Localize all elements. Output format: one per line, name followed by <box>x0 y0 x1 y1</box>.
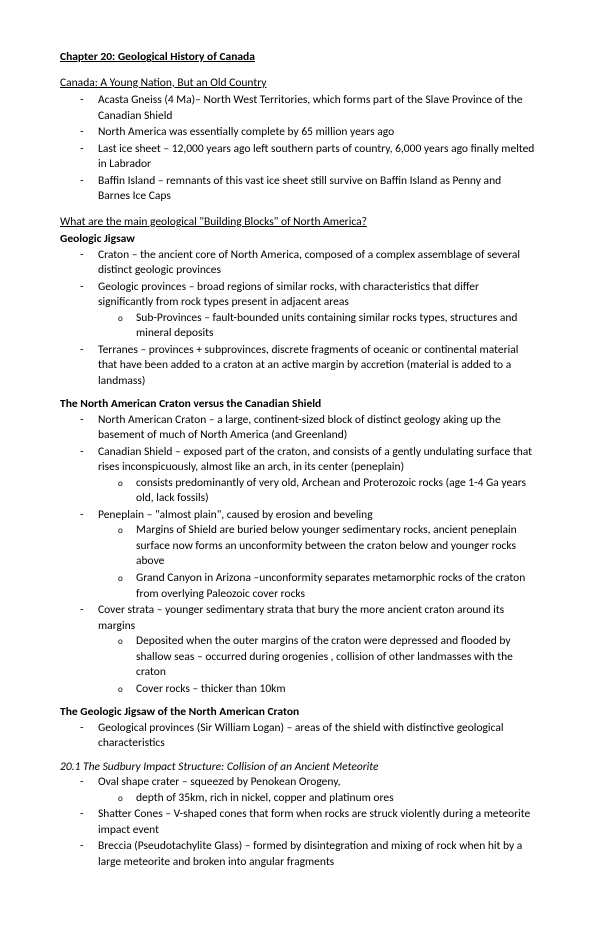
sub-list-item: Deposited when the outer margins of the … <box>136 634 535 681</box>
sub-list-item: Sub-Provinces – fault-bounded units cont… <box>136 311 535 342</box>
bullet-list: Acasta Gneiss (4 Ma)– North West Territo… <box>60 93 535 205</box>
sub-list-item: Margins of Shield are buried below young… <box>136 523 535 570</box>
section-young-nation: Canada: A Young Nation, But an Old Count… <box>60 76 535 205</box>
list-item: Baffin Island – remnants of this vast ic… <box>98 174 535 205</box>
list-item: Canadian Shield – exposed part of the cr… <box>98 445 535 507</box>
subheading: Geologic Jigsaw <box>60 232 535 248</box>
list-item: Geologic provinces – broad regions of si… <box>98 280 535 342</box>
sub-list-item: Cover rocks – thicker than 10km <box>136 682 535 698</box>
section-building-blocks: What are the main geological "Building B… <box>60 215 535 390</box>
list-item: Acasta Gneiss (4 Ma)– North West Territo… <box>98 93 535 124</box>
list-item: Shatter Cones – V-shaped cones that form… <box>98 807 535 838</box>
chapter-title: Chapter 20: Geological History of Canada <box>60 50 535 66</box>
list-item: Oval shape crater – squeezed by Penokean… <box>98 775 535 806</box>
bullet-list: Geological provinces (Sir William Logan)… <box>60 721 535 752</box>
subheading-italic: 20.1 The Sudbury Impact Structure: Colli… <box>60 760 535 776</box>
section-sudbury-impact: 20.1 The Sudbury Impact Structure: Colli… <box>60 760 535 871</box>
list-item: Terranes – provinces + subprovinces, dis… <box>98 343 535 390</box>
list-item: Cover strata – younger sedimentary strat… <box>98 603 535 697</box>
list-item: North America was essentially complete b… <box>98 125 535 141</box>
list-item: Peneplain – "almost plain", caused by er… <box>98 508 535 602</box>
list-item: Craton – the ancient core of North Ameri… <box>98 248 535 279</box>
subheading: The North American Craton versus the Can… <box>60 397 535 413</box>
bullet-list: North American Craton – a large, contine… <box>60 413 535 697</box>
sub-list-item: depth of 35km, rich in nickel, copper an… <box>136 791 535 807</box>
list-item: North American Craton – a large, contine… <box>98 413 535 444</box>
list-item: Breccia (Pseudotachylite Glass) – formed… <box>98 839 535 870</box>
list-item: Geological provinces (Sir William Logan)… <box>98 721 535 752</box>
section-geologic-jigsaw: The Geologic Jigsaw of the North America… <box>60 705 535 752</box>
list-item: Last ice sheet – 12,000 years ago left s… <box>98 142 535 173</box>
section-heading: Canada: A Young Nation, But an Old Count… <box>60 76 535 92</box>
section-craton-vs-shield: The North American Craton versus the Can… <box>60 397 535 697</box>
sub-list-item: consists predominantly of very old, Arch… <box>136 476 535 507</box>
section-heading: What are the main geological "Building B… <box>60 215 535 231</box>
subheading: The Geologic Jigsaw of the North America… <box>60 705 535 721</box>
bullet-list: Craton – the ancient core of North Ameri… <box>60 248 535 390</box>
sub-list-item: Grand Canyon in Arizona –unconformity se… <box>136 571 535 602</box>
bullet-list: Oval shape crater – squeezed by Penokean… <box>60 775 535 870</box>
